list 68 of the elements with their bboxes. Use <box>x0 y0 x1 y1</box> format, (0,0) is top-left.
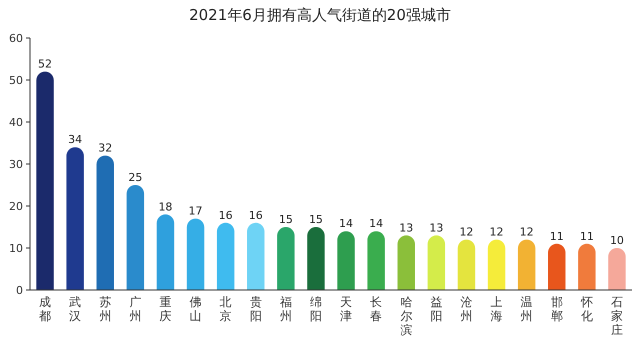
bar <box>307 227 325 290</box>
data-label: 15 <box>278 213 293 226</box>
bar <box>608 248 626 290</box>
y-tick-label: 0 <box>16 284 23 297</box>
x-tick-label: 北京 <box>220 295 232 323</box>
data-label: 12 <box>520 226 534 239</box>
bar <box>36 72 54 290</box>
data-label: 12 <box>459 226 474 239</box>
bar <box>216 222 234 290</box>
y-tick-label: 30 <box>9 158 23 171</box>
x-tick-label: 成都 <box>39 295 52 323</box>
bar <box>96 156 114 290</box>
x-tick-label: 邯郸 <box>550 295 563 323</box>
x-tick-label: 益阳 <box>430 295 442 323</box>
y-tick-label: 50 <box>9 74 23 87</box>
y-tick-label: 60 <box>9 32 23 45</box>
data-label: 34 <box>68 133 82 146</box>
bar <box>398 235 415 290</box>
bar <box>578 244 596 290</box>
x-tick-label: 长春 <box>370 295 382 323</box>
x-tick-label: 温州 <box>520 295 533 323</box>
chart-title: 2021年6月拥有高人气街道的20强城市 <box>189 6 451 24</box>
data-label: 14 <box>339 217 354 230</box>
x-tick-label: 苏州 <box>99 295 112 323</box>
bar <box>488 240 506 290</box>
x-tick-label: 石家庄 <box>610 295 623 337</box>
bar <box>156 214 174 290</box>
y-tick-label: 20 <box>9 200 23 213</box>
data-label: 15 <box>308 213 323 226</box>
x-tick-label: 广州 <box>129 295 142 323</box>
x-tick-label: 天津 <box>340 295 352 323</box>
bar <box>126 185 144 290</box>
bar <box>428 235 446 290</box>
data-label: 11 <box>550 230 564 243</box>
data-label: 16 <box>248 208 263 222</box>
data-label: 25 <box>128 171 142 184</box>
bar <box>337 231 355 290</box>
data-label: 10 <box>610 234 624 247</box>
x-tick-label: 怀化 <box>580 295 593 323</box>
data-label: 32 <box>98 142 112 155</box>
x-tick-label: 重庆 <box>159 295 172 323</box>
bar <box>247 222 264 290</box>
data-label: 18 <box>158 200 172 214</box>
x-tick-label: 贵阳 <box>250 295 262 323</box>
x-tick-label: 武汉 <box>69 295 82 323</box>
data-label: 11 <box>580 230 594 243</box>
bar <box>186 218 204 290</box>
y-tick-label: 40 <box>9 116 23 129</box>
x-tick-label: 上海 <box>490 295 503 323</box>
bar <box>277 227 295 290</box>
bar <box>367 231 385 290</box>
x-tick-label: 哈尔滨 <box>400 295 412 337</box>
data-label: 14 <box>369 217 384 230</box>
bar <box>518 240 536 290</box>
x-tick-label: 沧州 <box>460 295 472 323</box>
data-label: 16 <box>218 208 233 222</box>
data-label: 52 <box>38 58 52 71</box>
x-tick-label: 佛山 <box>190 295 202 323</box>
data-label: 13 <box>429 221 444 234</box>
data-label: 13 <box>399 221 414 234</box>
data-label: 12 <box>490 226 504 239</box>
x-tick-label: 福州 <box>280 295 292 323</box>
bar <box>548 244 566 290</box>
x-tick-label: 绵阳 <box>310 295 322 323</box>
y-tick-label: 10 <box>9 242 23 255</box>
data-label: 17 <box>188 204 203 218</box>
bar <box>458 240 476 290</box>
bar <box>66 147 84 290</box>
